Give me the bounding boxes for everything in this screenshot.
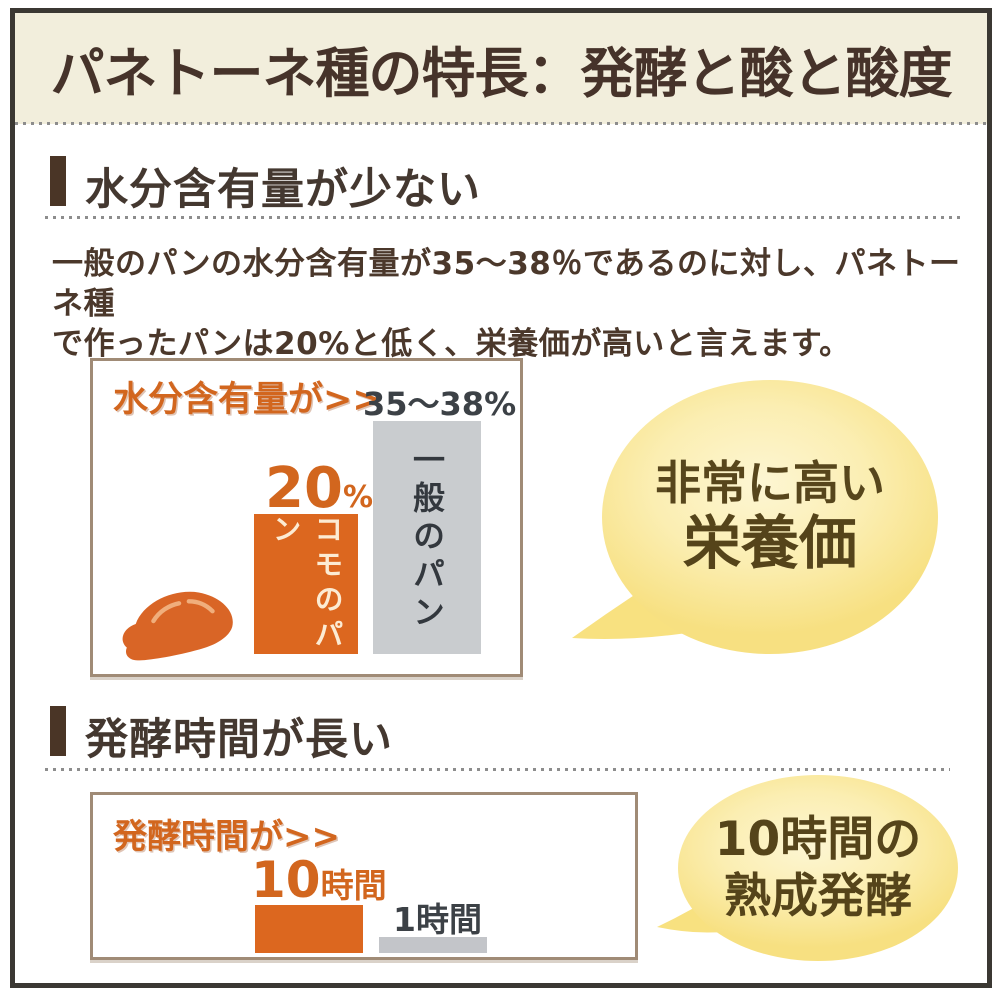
nutrition-balloon: 非常に高い 栄養価 <box>602 380 938 654</box>
fermentation-chart-box: 発酵時間が>> 10時間 1時間 <box>90 792 638 960</box>
como-bread-value: 20 <box>265 456 343 521</box>
section2-divider <box>45 768 950 772</box>
general-bread-bar: 一般のパン <box>373 421 481 654</box>
intro-line1: 一般のパンの水分含有量が35～38％であるのに対し、パネトーネ種 <box>52 246 961 322</box>
intro-paragraph: 一般のパンの水分含有量が35～38％であるのに対し、パネトーネ種 で作ったパンは… <box>52 244 972 364</box>
croissant-icon <box>122 591 233 661</box>
como-time-unit: 時間 <box>320 866 387 905</box>
general-time-value-label: 1時間 <box>393 900 482 939</box>
como-time-value-label: 10時間 <box>251 855 387 905</box>
general-bread-bar-label: 一般のパン <box>408 442 446 633</box>
intro-line2: で作ったパンは20%と低く、栄養価が高いと言えます。 <box>52 326 851 362</box>
como-bread-bar-label: コモのパン <box>268 514 344 654</box>
nutrition-balloon-line2: 栄養価 <box>682 509 857 578</box>
section2-marker-bar <box>50 706 66 756</box>
section1-marker-bar <box>50 156 66 206</box>
section2-heading: 発酵時間が長い <box>85 715 393 765</box>
page-title: パネトーネ種の特長：発酵と酸と酸度 <box>50 42 953 105</box>
moisture-chart-label: 水分含有量が>> <box>113 380 382 420</box>
como-bread-unit: % <box>342 480 373 515</box>
header-band: パネトーネ種の特長：発酵と酸と酸度 <box>15 13 987 124</box>
fermentation-chart-label: 発酵時間が>> <box>113 817 340 857</box>
fermentation-balloon-line1: 10時間の <box>714 811 922 867</box>
section1-heading: 水分含有量が少ない <box>85 165 481 215</box>
como-time-bar <box>255 905 363 953</box>
fermentation-balloon: 10時間の 熟成発酵 <box>678 775 958 961</box>
como-bread-value-label: 20% <box>265 461 373 517</box>
header-divider <box>15 122 987 126</box>
fermentation-balloon-line2: 熟成発酵 <box>724 869 912 924</box>
general-time-bar <box>379 937 487 953</box>
general-bread-value-label: 35〜38% <box>363 385 517 423</box>
nutrition-balloon-line1: 非常に高い <box>655 456 885 511</box>
como-time-value: 10 <box>251 851 321 909</box>
como-bread-bar: コモのパン <box>254 514 358 654</box>
section1-divider <box>45 216 965 220</box>
moisture-chart-box: 水分含有量が>> 35〜38% 20% コモのパン 一般のパン <box>90 358 523 677</box>
